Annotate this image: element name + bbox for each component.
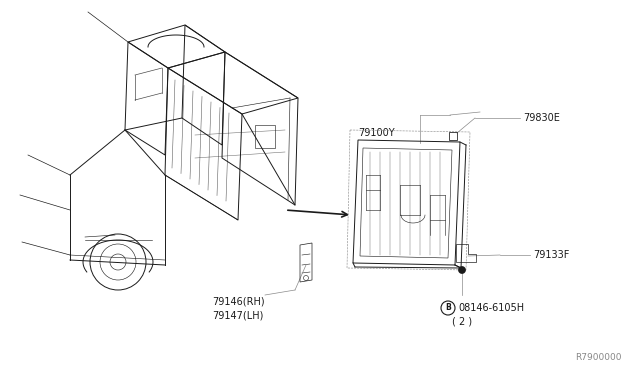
Text: 79133F: 79133F [533,250,570,260]
Text: B: B [445,304,451,312]
Text: 08146-6105H: 08146-6105H [458,303,524,313]
Text: 79100Y: 79100Y [358,128,395,138]
Text: 79830E: 79830E [523,113,560,123]
Text: R7900000: R7900000 [575,353,622,362]
Text: 79146(RH): 79146(RH) [212,297,264,307]
Circle shape [458,266,465,273]
Text: ( 2 ): ( 2 ) [452,317,472,327]
Text: 79147(LH): 79147(LH) [212,311,264,321]
